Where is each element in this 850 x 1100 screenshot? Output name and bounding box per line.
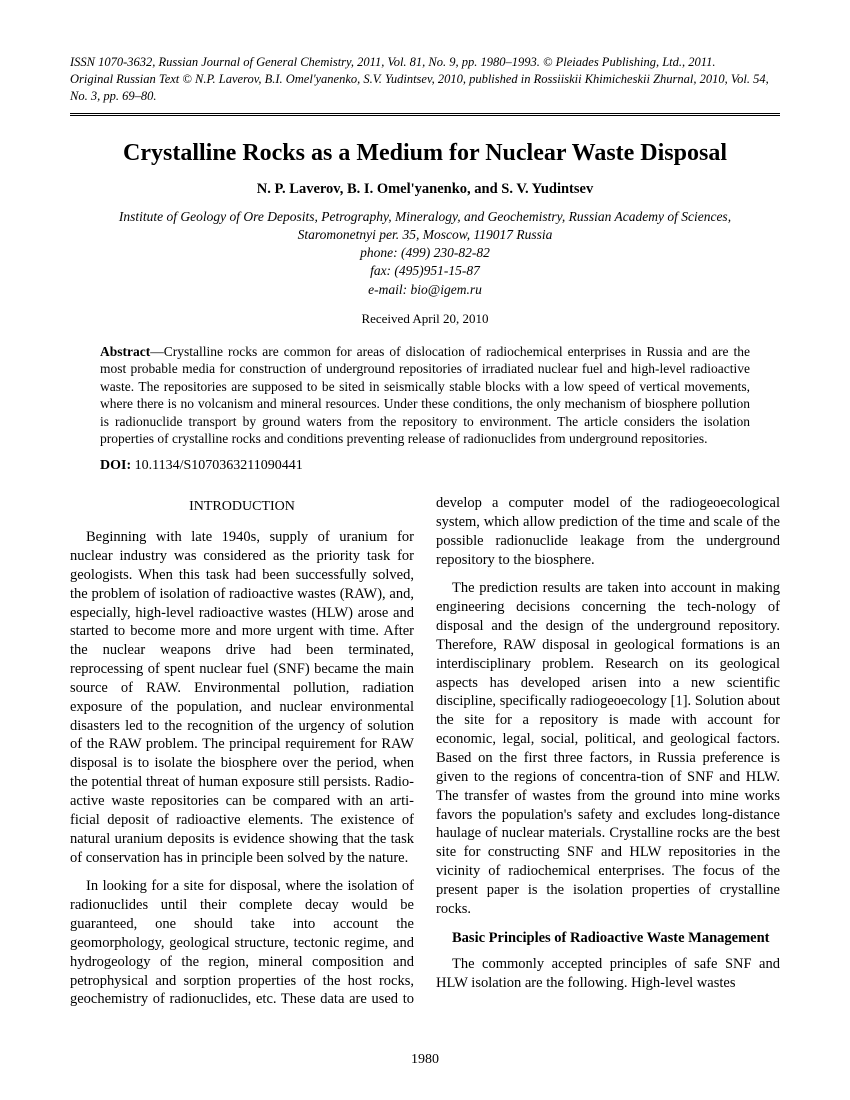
affiliation-institute: Institute of Geology of Ore Deposits, Pe… xyxy=(70,208,780,226)
affiliation: Institute of Geology of Ore Deposits, Pe… xyxy=(70,208,780,299)
authors: N. P. Laverov, B. I. Omel'yanenko, and S… xyxy=(70,181,780,198)
affiliation-fax: fax: (495)951-15-87 xyxy=(70,262,780,280)
affiliation-phone: phone: (499) 230-82-82 xyxy=(70,244,780,262)
page-number: 1980 xyxy=(0,1052,850,1068)
doi-value: 10.1134/S1070363211090441 xyxy=(131,458,303,473)
affiliation-address: Staromonetnyi per. 35, Moscow, 119017 Ru… xyxy=(70,226,780,244)
journal-line-2: Original Russian Text © N.P. Laverov, B.… xyxy=(70,71,780,105)
doi: DOI: 10.1134/S1070363211090441 xyxy=(100,458,750,474)
paragraph-3: The prediction results are taken into ac… xyxy=(436,579,780,918)
paragraph-1: Beginning with late 1940s, supply of ura… xyxy=(70,528,414,867)
affiliation-email: e-mail: bio@igem.ru xyxy=(70,281,780,299)
subsection-heading: Basic Principles of Radioactive Waste Ma… xyxy=(436,929,780,948)
header-rule xyxy=(70,113,780,116)
abstract: Abstract—Crystalline rocks are common fo… xyxy=(100,343,750,448)
doi-label: DOI: xyxy=(100,458,131,473)
received-date: Received April 20, 2010 xyxy=(70,311,780,327)
abstract-text: —Crystalline rocks are common for areas … xyxy=(100,344,750,447)
intro-heading: INTRODUCTION xyxy=(70,498,414,516)
abstract-label: Abstract xyxy=(100,344,150,359)
journal-header: ISSN 1070-3632, Russian Journal of Gener… xyxy=(70,54,780,105)
article-title: Crystalline Rocks as a Medium for Nuclea… xyxy=(70,140,780,167)
journal-line-1: ISSN 1070-3632, Russian Journal of Gener… xyxy=(70,54,780,71)
paragraph-4: The commonly accepted principles of safe… xyxy=(436,955,780,993)
body-columns: INTRODUCTION Beginning with late 1940s, … xyxy=(70,494,780,1009)
